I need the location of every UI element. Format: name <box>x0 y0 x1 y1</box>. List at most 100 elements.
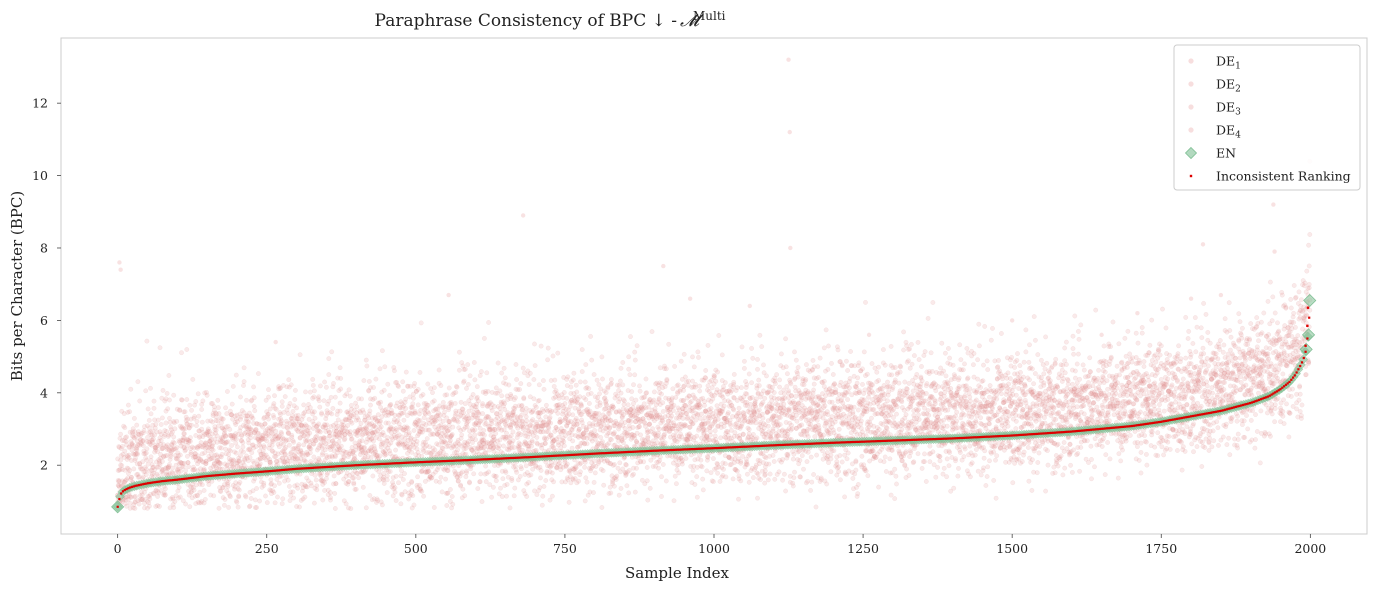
de-point <box>513 362 519 367</box>
de-point <box>632 489 638 495</box>
de-point <box>564 461 570 467</box>
de-point <box>193 457 199 463</box>
de-point <box>829 399 835 405</box>
de-point <box>461 410 466 416</box>
de-point <box>547 497 553 503</box>
de-point <box>179 425 184 431</box>
de-point <box>490 484 496 490</box>
de-point <box>161 453 167 459</box>
de-point <box>401 417 407 423</box>
de-point <box>755 471 761 477</box>
de-point <box>644 478 650 484</box>
de-point <box>134 452 140 457</box>
de-point <box>128 474 134 480</box>
de-point <box>144 338 150 344</box>
de-point <box>134 445 140 451</box>
de-point <box>839 459 845 465</box>
de-point <box>196 413 202 419</box>
de-point <box>316 398 322 404</box>
de-point <box>126 452 132 458</box>
de-point <box>708 470 714 476</box>
de-point <box>140 459 146 465</box>
de-point <box>440 418 446 424</box>
de-point <box>332 394 338 400</box>
de-point <box>532 341 537 347</box>
de-point <box>511 493 517 499</box>
de-point <box>447 487 453 492</box>
de-point <box>839 363 845 369</box>
de-point <box>194 492 200 498</box>
de-point <box>144 446 150 452</box>
de-point <box>529 443 534 449</box>
de-point <box>836 464 842 470</box>
de-point <box>848 349 854 354</box>
de-point <box>150 428 156 434</box>
de-point <box>396 384 401 389</box>
de-point <box>186 425 192 431</box>
de-point <box>644 465 650 470</box>
de-point <box>600 376 605 382</box>
de-point <box>828 469 834 475</box>
de-point <box>442 409 447 415</box>
de-point <box>236 487 242 493</box>
de-point <box>238 453 243 459</box>
de-point <box>117 435 123 441</box>
de-point <box>294 405 300 411</box>
de-point <box>124 477 130 483</box>
de-point <box>118 445 124 451</box>
de-point <box>856 360 862 366</box>
de-point <box>489 494 495 500</box>
de-point <box>403 369 409 375</box>
de-point <box>699 464 705 470</box>
de-point <box>158 441 164 447</box>
de-point <box>145 435 150 440</box>
de-point <box>710 456 716 462</box>
de-point <box>271 401 277 407</box>
de-point <box>163 420 169 426</box>
de-point <box>762 480 768 486</box>
de-point <box>741 358 747 364</box>
de-point <box>199 419 205 425</box>
de-point <box>716 333 722 338</box>
de-point <box>449 494 455 499</box>
de-point <box>767 471 773 477</box>
de-point <box>746 371 752 377</box>
de-point <box>456 367 462 373</box>
de-point <box>141 451 147 457</box>
de-point <box>337 408 343 414</box>
de-point <box>388 401 394 407</box>
de-point <box>118 431 124 437</box>
de-point <box>125 409 131 415</box>
de-point <box>127 468 133 474</box>
de-point <box>152 449 158 455</box>
de-point <box>150 422 156 428</box>
de-point <box>659 391 664 397</box>
de-point <box>170 439 176 445</box>
de-point <box>542 441 548 447</box>
de-point <box>659 381 664 387</box>
de-point <box>185 460 191 466</box>
de-point <box>139 466 145 472</box>
de-point <box>135 471 141 477</box>
de-point <box>190 376 196 382</box>
de-point <box>795 364 801 370</box>
de-point <box>333 481 339 487</box>
de-point <box>837 453 843 459</box>
de-point <box>821 345 827 351</box>
de-point <box>312 472 318 478</box>
de-point <box>133 499 138 505</box>
de-point <box>651 389 657 395</box>
de-point <box>825 366 831 372</box>
de-point <box>125 496 131 502</box>
de-point <box>526 382 532 387</box>
de-point <box>591 479 597 485</box>
de-point <box>177 439 183 445</box>
de-point <box>377 453 383 459</box>
de-point <box>600 468 606 474</box>
de-point <box>146 503 152 509</box>
de-point <box>409 449 415 455</box>
de-point <box>132 505 138 511</box>
de-point <box>504 481 510 487</box>
de-point <box>519 402 525 408</box>
